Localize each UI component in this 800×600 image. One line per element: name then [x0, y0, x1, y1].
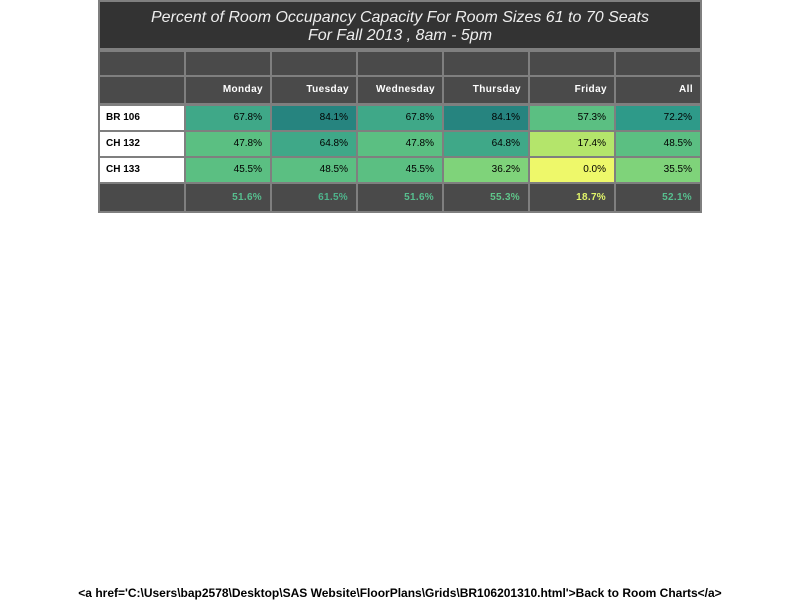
total-cell: 61.5% [272, 184, 356, 211]
heatmap-cell: 64.8% [444, 132, 528, 156]
blank-header-cell [272, 52, 356, 75]
heatmap-cell: 67.8% [358, 106, 442, 130]
total-cell: 55.3% [444, 184, 528, 211]
heatmap-cell: 57.3% [530, 106, 614, 130]
heatmap-cell: 84.1% [272, 106, 356, 130]
blank-header-cell [100, 52, 184, 75]
column-header-monday: Monday [186, 77, 270, 103]
column-header-tuesday: Tuesday [272, 77, 356, 103]
blank-header-cell [616, 52, 700, 75]
column-header-friday: Friday [530, 77, 614, 103]
row-label-ch-132: CH 132 [100, 132, 184, 156]
heatmap-cell: 35.5% [616, 158, 700, 182]
row-label-br-106: BR 106 [100, 106, 184, 130]
heatmap-cell: 67.8% [186, 106, 270, 130]
totals-row-label [100, 184, 184, 211]
column-header-thursday: Thursday [444, 77, 528, 103]
occupancy-table: Percent of Room Occupancy Capacity For R… [98, 0, 702, 213]
total-cell: 18.7% [530, 184, 614, 211]
row-stub-header [100, 77, 184, 103]
heatmap-cell: 48.5% [272, 158, 356, 182]
total-cell: 51.6% [358, 184, 442, 211]
heatmap-cell: 47.8% [186, 132, 270, 156]
chart-subtitle: For Fall 2013 , 8am - 5pm [307, 27, 493, 44]
heatmap-cell: 45.5% [358, 158, 442, 182]
heatmap-cell: 72.2% [616, 106, 700, 130]
column-header-wednesday: Wednesday [358, 77, 442, 103]
heatmap-cell: 0.0% [530, 158, 614, 182]
heatmap-cell: 45.5% [186, 158, 270, 182]
heatmap-cell: 48.5% [616, 132, 700, 156]
heatmap-cell: 17.4% [530, 132, 614, 156]
heatmap-cell: 84.1% [444, 106, 528, 130]
heatmap-cell: 47.8% [358, 132, 442, 156]
heatmap-cell: 36.2% [444, 158, 528, 182]
column-header-all: All [616, 77, 700, 103]
total-cell: 52.1% [616, 184, 700, 211]
total-cell: 51.6% [186, 184, 270, 211]
row-label-ch-133: CH 133 [100, 158, 184, 182]
blank-header-cell [444, 52, 528, 75]
heatmap-cell: 64.8% [272, 132, 356, 156]
table-title: Percent of Room Occupancy Capacity For R… [100, 2, 700, 48]
back-to-room-charts-link[interactable]: <a href='C:\Users\bap2578\Desktop\SAS We… [78, 586, 722, 600]
blank-header-cell [530, 52, 614, 75]
chart-title: Percent of Room Occupancy Capacity For R… [150, 9, 649, 26]
blank-header-cell [186, 52, 270, 75]
blank-header-cell [358, 52, 442, 75]
